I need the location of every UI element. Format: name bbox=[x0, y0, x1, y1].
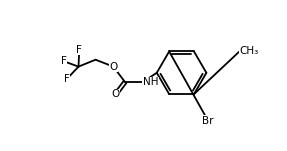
Text: F: F bbox=[76, 45, 82, 55]
Text: F: F bbox=[64, 74, 70, 84]
Text: O: O bbox=[112, 89, 120, 99]
Text: CH₃: CH₃ bbox=[240, 46, 259, 56]
Text: Br: Br bbox=[202, 116, 214, 125]
Text: NH: NH bbox=[143, 77, 158, 87]
Text: O: O bbox=[109, 62, 117, 72]
Text: F: F bbox=[61, 56, 67, 66]
